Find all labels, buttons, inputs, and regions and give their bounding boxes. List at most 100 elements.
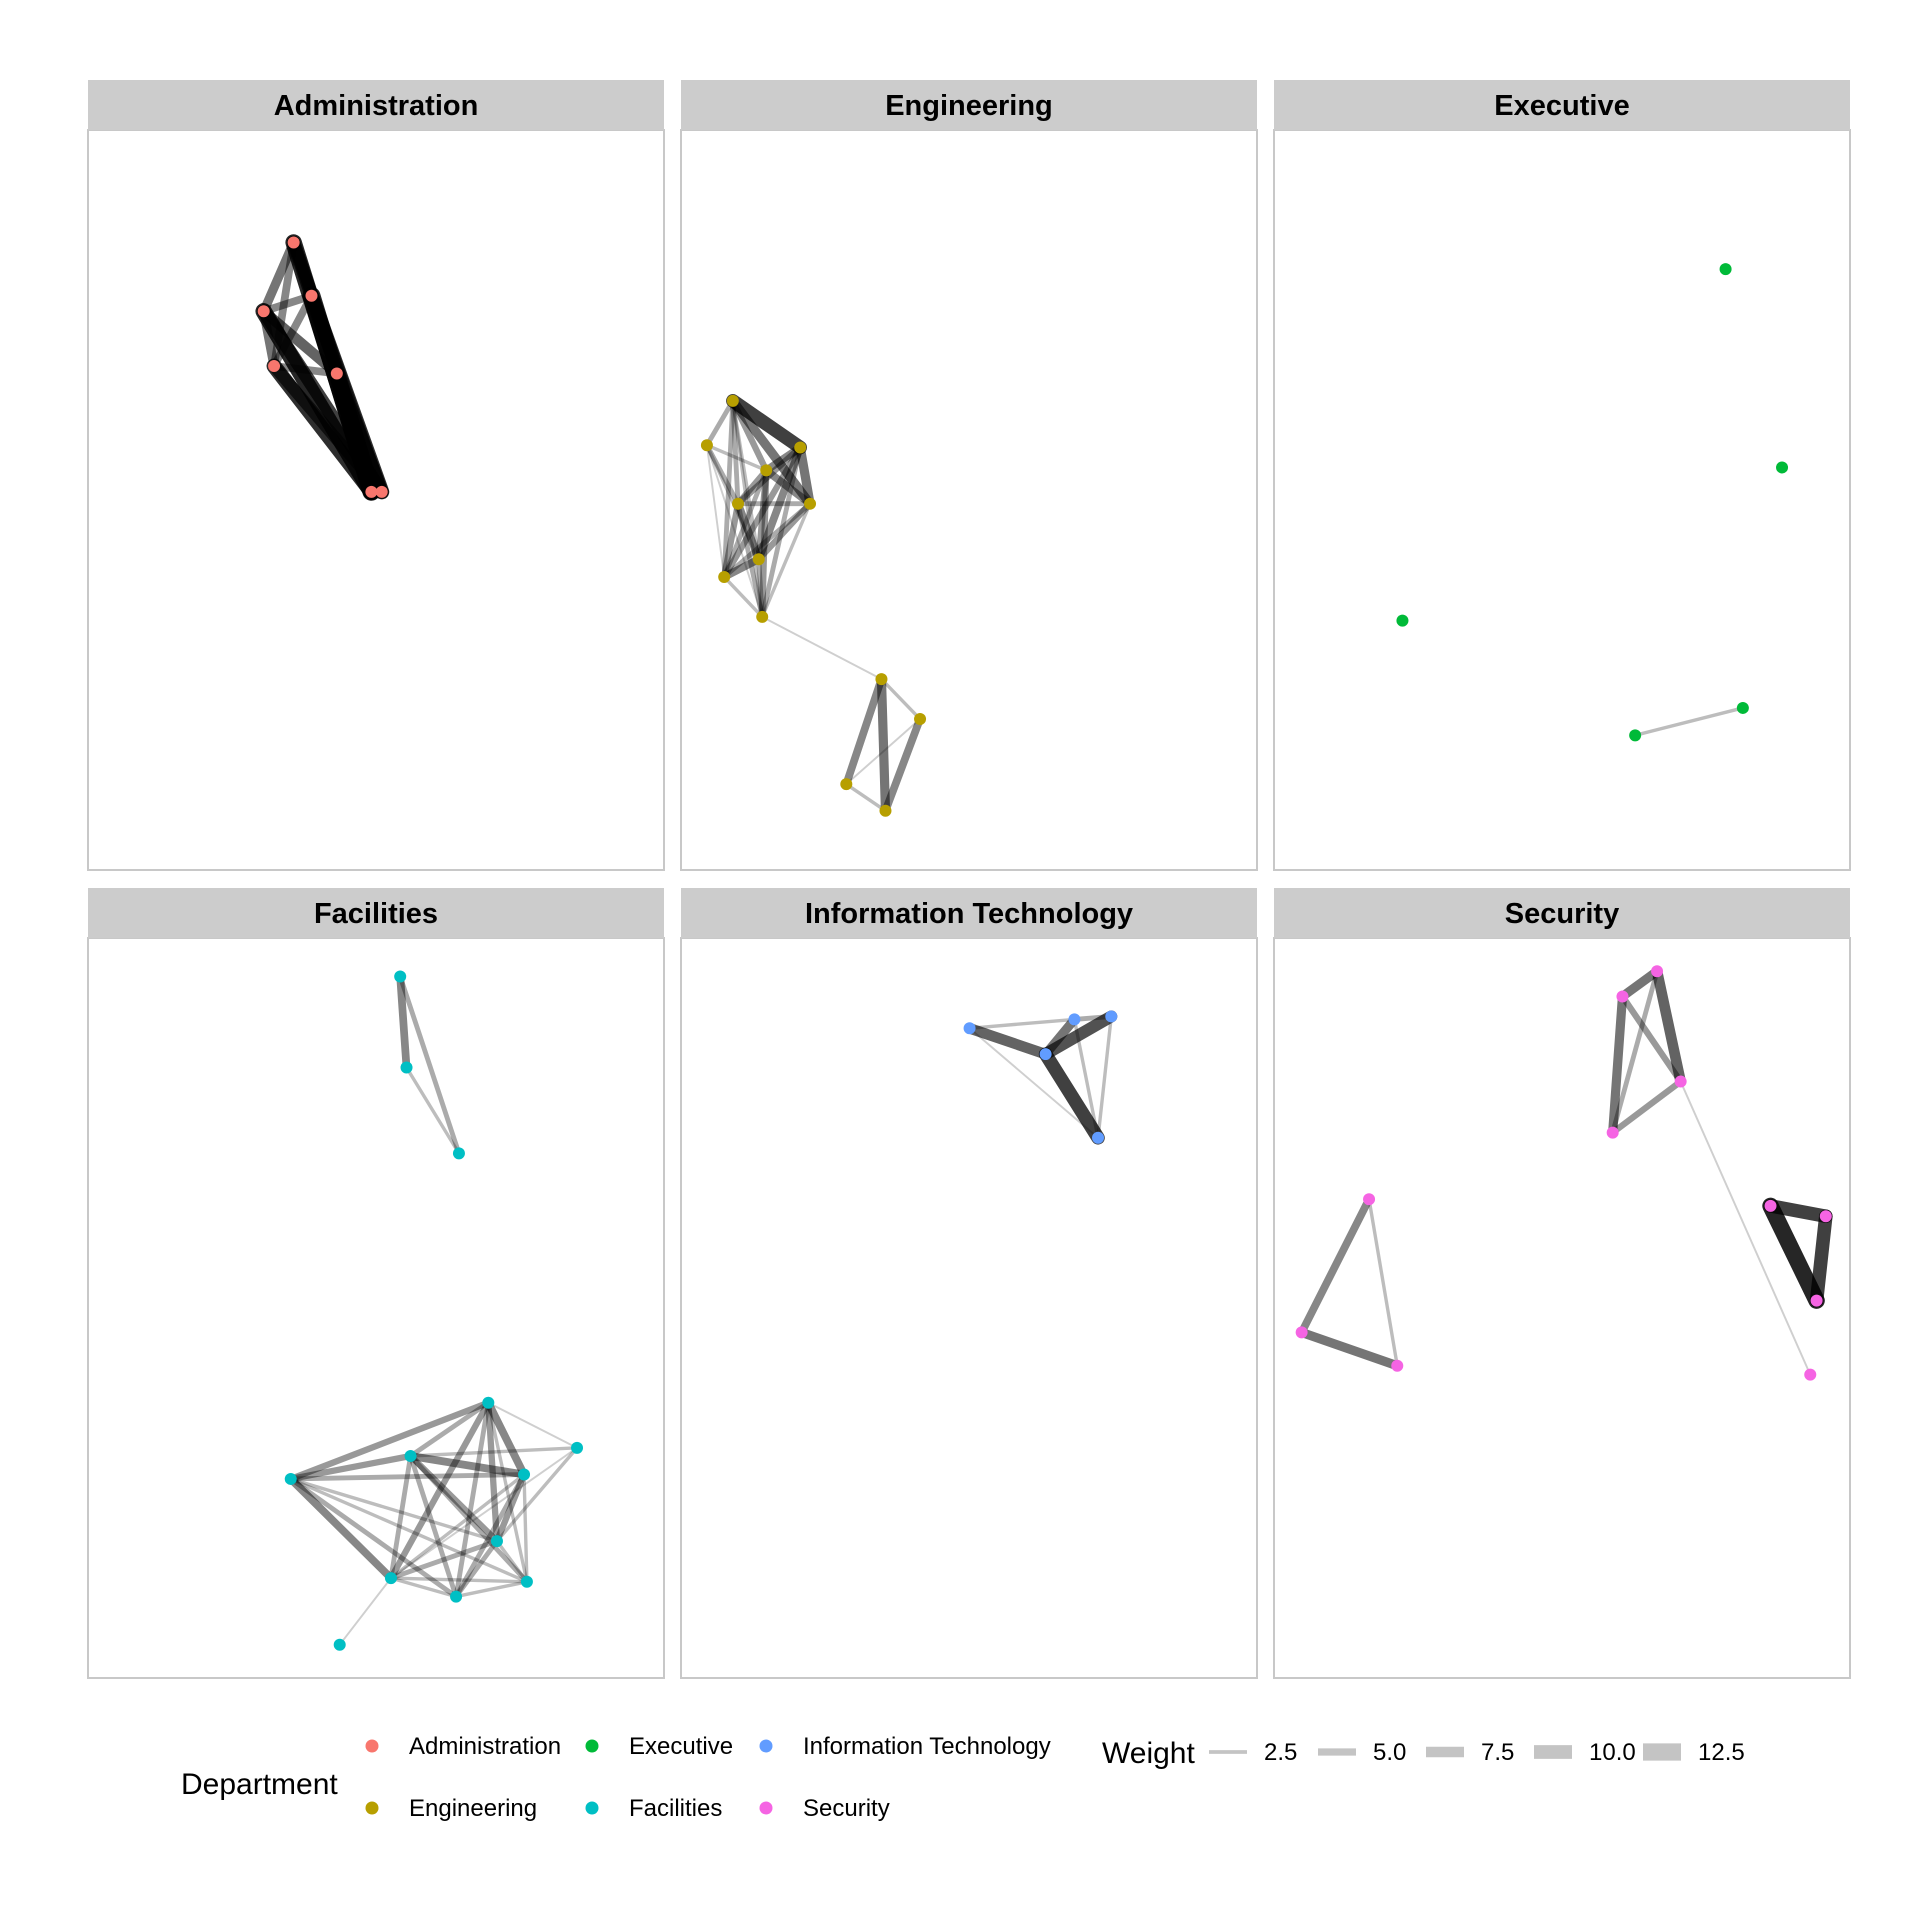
- weight-legend: Weight 2.5 5.0 7.5 10.0 12.5: [1102, 1737, 1745, 1770]
- node: [1363, 1193, 1376, 1206]
- edge: [720, 555, 763, 581]
- node: [452, 1147, 465, 1160]
- node: [571, 1441, 584, 1454]
- edge: [1679, 1080, 1812, 1376]
- edge: [759, 467, 770, 621]
- nodes-engineering: [700, 394, 927, 817]
- nodes-information-technology: [963, 1010, 1118, 1144]
- edge: [726, 394, 808, 455]
- edge: [795, 442, 815, 509]
- node: [1764, 1199, 1777, 1212]
- department-legend: Department Administration Engineering Exec…: [181, 1733, 1051, 1822]
- node: [450, 1590, 463, 1603]
- strip-title-administration: Administration: [274, 90, 479, 122]
- nodes-facilities: [284, 970, 584, 1651]
- legend-key-security: [759, 1801, 773, 1815]
- edge: [406, 1452, 528, 1479]
- node: [760, 464, 773, 477]
- node: [305, 289, 318, 302]
- edge: [408, 1400, 491, 1459]
- edge: [485, 1399, 501, 1545]
- panel-security: Security: [1273, 888, 1851, 1679]
- node: [1068, 1013, 1081, 1026]
- legend-label-engineering: Engineering: [409, 1795, 537, 1822]
- edges-security: [1297, 965, 1833, 1376]
- strip-title-engineering: Engineering: [885, 90, 1053, 122]
- edge: [495, 1539, 529, 1584]
- edge: [721, 467, 769, 580]
- edge: [964, 1022, 1051, 1060]
- legend-label-security: Security: [803, 1795, 890, 1822]
- node: [804, 497, 817, 510]
- node: [1629, 729, 1642, 742]
- node: [1736, 701, 1749, 714]
- edge: [1762, 1197, 1825, 1309]
- edge: [734, 499, 763, 564]
- edge: [495, 1446, 579, 1543]
- node: [1804, 1368, 1817, 1381]
- node: [1819, 1210, 1832, 1223]
- edge: [487, 1401, 578, 1449]
- node: [1810, 1294, 1823, 1307]
- edge: [735, 501, 765, 620]
- edge: [1367, 1197, 1399, 1368]
- nodes-security: [1295, 965, 1832, 1381]
- node: [1651, 965, 1664, 978]
- node: [794, 441, 807, 454]
- edge: [287, 1452, 414, 1483]
- edge: [453, 1400, 491, 1600]
- edge: [390, 1446, 578, 1580]
- weight-label-7-5: 7.5: [1481, 1739, 1514, 1766]
- edge: [731, 399, 761, 561]
- edge: [761, 615, 883, 681]
- edge: [453, 1472, 527, 1600]
- edge: [721, 500, 742, 581]
- edge: [705, 444, 764, 618]
- panel-information-technology: Information Technology: [680, 888, 1258, 1679]
- edge: [731, 399, 764, 619]
- node: [700, 439, 713, 452]
- legend-label-information-technology: Information Technology: [803, 1733, 1051, 1760]
- panel-body: [87, 937, 665, 1679]
- edge: [389, 1576, 458, 1599]
- node: [840, 778, 853, 791]
- edge: [755, 500, 814, 563]
- facet-panels: Administration Engineering Executive Facili…: [87, 80, 1851, 1679]
- edge: [1096, 1014, 1113, 1140]
- node: [490, 1535, 503, 1548]
- node: [330, 367, 343, 380]
- legend-label-facilities: Facilities: [629, 1795, 722, 1822]
- edge: [408, 1453, 530, 1585]
- edge: [879, 677, 922, 721]
- node: [1039, 1048, 1052, 1061]
- node: [1719, 263, 1732, 276]
- department-legend-title: Department: [181, 1768, 338, 1801]
- edge: [407, 1452, 501, 1545]
- edge: [289, 1477, 529, 1584]
- panel-body: [1273, 129, 1851, 871]
- edge: [722, 575, 764, 619]
- edge: [338, 1577, 392, 1646]
- node: [875, 673, 888, 686]
- edge: [389, 1576, 529, 1584]
- edge: [404, 1065, 461, 1156]
- edge: [289, 1477, 499, 1543]
- node: [963, 1022, 976, 1035]
- strip-engineering: [681, 80, 1257, 130]
- edge: [730, 398, 741, 507]
- edge: [387, 1399, 492, 1582]
- strip-title-executive: Executive: [1494, 90, 1629, 122]
- edge: [288, 1476, 459, 1600]
- edge: [287, 1399, 492, 1483]
- node: [333, 1638, 346, 1651]
- edge: [408, 1453, 459, 1600]
- edge: [389, 1472, 526, 1580]
- edge: [1039, 1010, 1118, 1061]
- node: [1396, 614, 1409, 627]
- panel-facilities: Facilities: [87, 888, 665, 1679]
- node: [756, 610, 769, 623]
- weight-label-12-5: 12.5: [1698, 1739, 1745, 1766]
- legend-key-engineering: [365, 1801, 379, 1815]
- edge: [756, 556, 765, 620]
- edge: [705, 443, 768, 473]
